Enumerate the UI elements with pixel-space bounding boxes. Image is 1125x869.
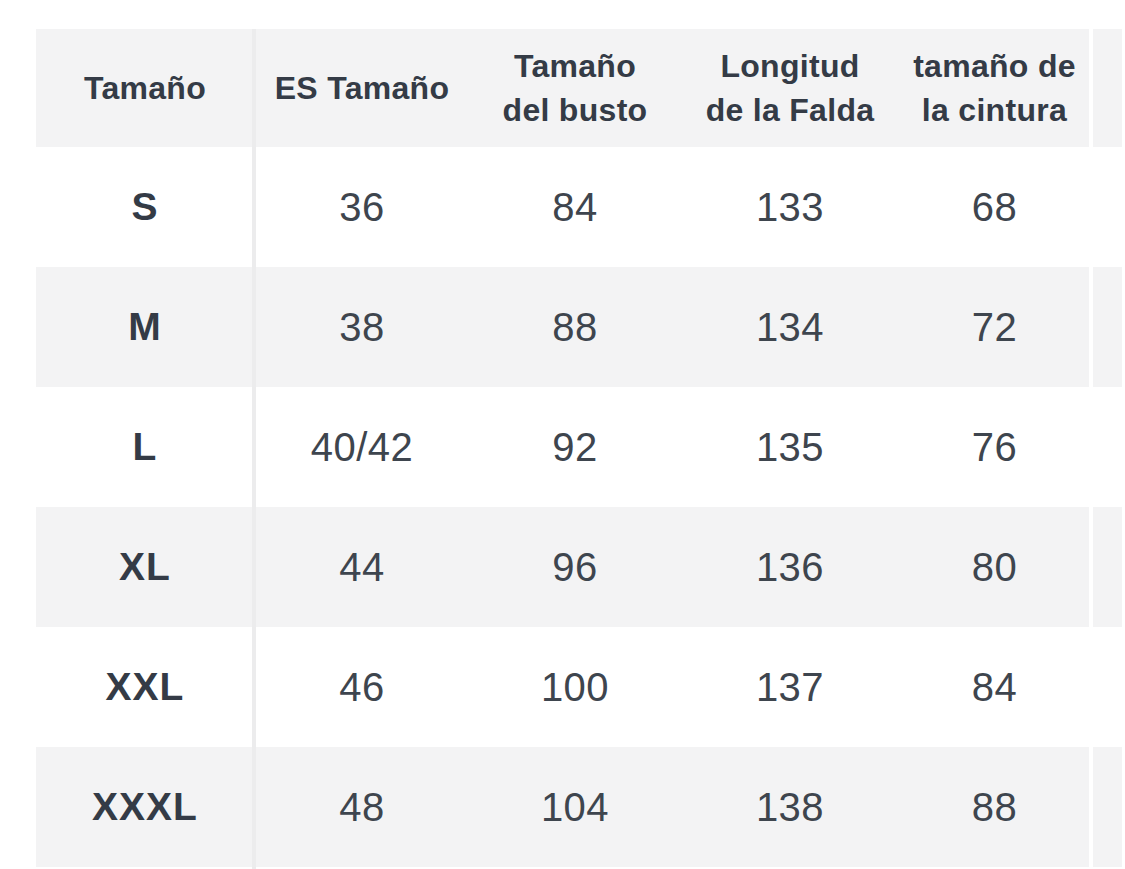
waist-size-cell: 80 [900, 507, 1089, 627]
es-size-cell: 36 [254, 147, 470, 267]
table-row: L 40/42 92 135 76 [36, 387, 1122, 507]
size-label-cell: M [36, 267, 254, 387]
clipped-next-column-cell [1093, 267, 1122, 387]
skirt-length-cell: 134 [680, 267, 900, 387]
size-label-cell: XXL [36, 627, 254, 747]
column-header-waist: tamaño de la cintura [900, 29, 1089, 147]
column-header-skirt-length: Longitud de la Falda [680, 29, 900, 147]
clipped-next-column-cell [1093, 747, 1122, 867]
size-label-cell: L [36, 387, 254, 507]
first-column-divider [252, 29, 256, 869]
waist-size-cell: 72 [900, 267, 1089, 387]
column-header-es-size: ES Tamaño [254, 29, 470, 147]
table-row: M 38 88 134 72 [36, 267, 1122, 387]
size-chart-body: S 36 84 133 68 M 38 88 134 72 L 40/42 92… [36, 147, 1122, 867]
size-label-cell: XXXL [36, 747, 254, 867]
bust-size-cell: 92 [470, 387, 680, 507]
skirt-length-cell: 135 [680, 387, 900, 507]
waist-size-cell: 76 [900, 387, 1089, 507]
skirt-length-cell: 136 [680, 507, 900, 627]
clipped-next-column-cell [1093, 627, 1122, 747]
size-chart-header-row: Tamaño ES Tamaño Tamaño del busto Longit… [36, 29, 1122, 147]
clipped-next-column-cell [1093, 147, 1122, 267]
table-row: S 36 84 133 68 [36, 147, 1122, 267]
bust-size-cell: 88 [470, 267, 680, 387]
es-size-cell: 48 [254, 747, 470, 867]
waist-size-cell: 88 [900, 747, 1089, 867]
es-size-cell: 44 [254, 507, 470, 627]
waist-size-cell: 68 [900, 147, 1089, 267]
size-label-cell: S [36, 147, 254, 267]
table-row: XXL 46 100 137 84 [36, 627, 1122, 747]
bust-size-cell: 96 [470, 507, 680, 627]
table-row: XL 44 96 136 80 [36, 507, 1122, 627]
bust-size-cell: 100 [470, 627, 680, 747]
waist-size-cell: 84 [900, 627, 1089, 747]
size-label-cell: XL [36, 507, 254, 627]
clipped-next-column-cell [1093, 387, 1122, 507]
column-header-bust: Tamaño del busto [470, 29, 680, 147]
skirt-length-cell: 138 [680, 747, 900, 867]
es-size-cell: 40/42 [254, 387, 470, 507]
es-size-cell: 46 [254, 627, 470, 747]
clipped-next-column-cell [1093, 507, 1122, 627]
size-chart-table[interactable]: Tamaño ES Tamaño Tamaño del busto Longit… [36, 29, 1122, 869]
skirt-length-cell: 137 [680, 627, 900, 747]
column-header-size: Tamaño [36, 29, 254, 147]
table-row: XXXL 48 104 138 88 [36, 747, 1122, 867]
clipped-next-column-header [1093, 29, 1122, 147]
bust-size-cell: 104 [470, 747, 680, 867]
bust-size-cell: 84 [470, 147, 680, 267]
es-size-cell: 38 [254, 267, 470, 387]
skirt-length-cell: 133 [680, 147, 900, 267]
